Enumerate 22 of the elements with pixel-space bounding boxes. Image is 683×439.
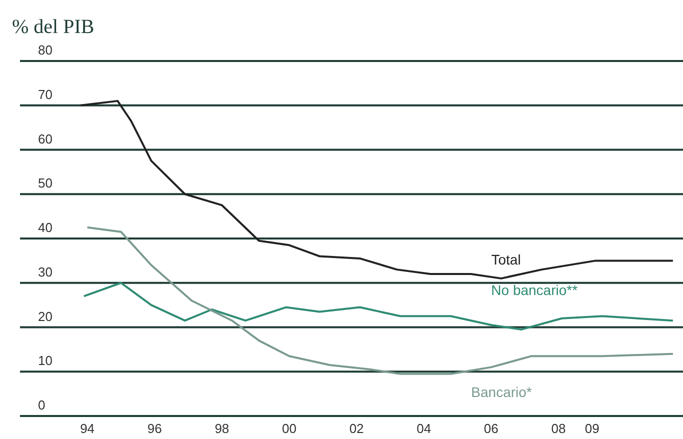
x-tick-label: 04	[416, 421, 432, 436]
y-axis-title: % del PIB	[12, 16, 94, 39]
y-tick-label: 70	[38, 86, 52, 102]
series-label: No bancario**	[491, 282, 578, 298]
y-tick-label: 10	[38, 353, 52, 368]
x-tick-label: 06	[484, 421, 498, 436]
y-tick-label: 40	[38, 220, 52, 236]
x-tick-label: 98	[214, 421, 230, 436]
y-tick-label: 0	[38, 398, 46, 413]
series-label: Total	[491, 251, 521, 268]
x-tick-label: 02	[349, 421, 364, 436]
x-tick-label: 09	[584, 421, 600, 436]
x-tick-label: 96	[147, 421, 162, 436]
x-tick-label: 00	[282, 421, 296, 436]
x-tick-label: 94	[80, 421, 95, 436]
y-tick-label: 30	[38, 264, 52, 280]
x-tick-label: 08	[551, 421, 566, 436]
y-tick-label: 50	[38, 176, 52, 191]
series-label: Bancario*	[471, 384, 532, 400]
y-tick-label: 80	[38, 42, 52, 58]
y-tick-label: 20	[38, 308, 52, 324]
y-tick-label: 60	[38, 131, 52, 146]
